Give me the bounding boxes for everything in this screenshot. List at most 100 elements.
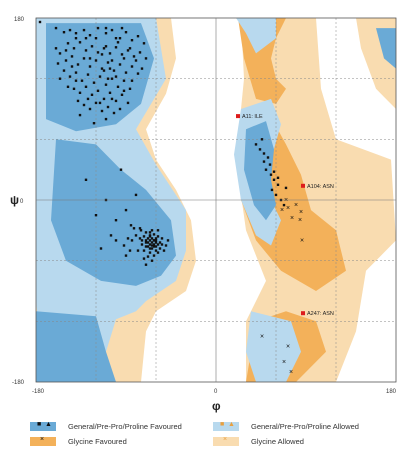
residue-point — [154, 239, 158, 242]
residue-point — [154, 241, 158, 244]
residue-point — [86, 73, 90, 76]
residue-point — [124, 31, 128, 34]
residue-point — [116, 85, 120, 88]
residue-point — [122, 244, 126, 247]
residue-point — [138, 227, 142, 230]
residue-point — [118, 107, 122, 111]
legend-label-general-allowed: General/Pre-Pro/Proline Allowed — [251, 421, 359, 431]
residue-point — [130, 79, 134, 82]
residue-point — [156, 229, 160, 232]
residue-point — [158, 241, 162, 244]
residue-point — [150, 229, 154, 232]
legend-item-glycine-favoured: × Glycine Favoured — [30, 435, 127, 447]
x-axis-label: φ — [212, 399, 221, 413]
residue-point — [68, 28, 72, 32]
residue-point — [76, 63, 80, 66]
residue-point — [104, 83, 108, 86]
residue-point — [154, 237, 158, 240]
glycine-point: × — [300, 237, 304, 244]
residue-point — [134, 234, 138, 237]
residue-point — [108, 67, 112, 70]
residue-point — [64, 59, 68, 62]
residue-point — [68, 75, 72, 78]
residue-point — [144, 245, 148, 248]
glycine-point: × — [260, 334, 264, 341]
legend: ■ ▲ General/Pre-Pro/Proline Favoured ■ ▲ G… — [30, 420, 390, 448]
residue-point — [129, 224, 133, 227]
residue-point — [148, 235, 152, 238]
glycine-point: × — [289, 369, 293, 376]
residue-point — [254, 143, 258, 146]
residue-point — [154, 245, 158, 248]
residue-point — [104, 26, 108, 30]
general-favoured-helix — [51, 139, 176, 286]
residue-point — [144, 263, 148, 266]
residue-point — [268, 163, 272, 166]
residue-point — [144, 231, 148, 234]
residue-point — [100, 109, 104, 113]
general-allowed-bottom-right — [246, 311, 301, 382]
residue-point — [148, 251, 152, 254]
legend-swatch-general-allowed: ■ ▲ — [213, 421, 239, 431]
legend-label-glycine-allowed: Glycine Allowed — [251, 436, 304, 446]
residue-point — [152, 233, 156, 236]
residue-point — [106, 105, 110, 109]
outlier-point — [236, 114, 240, 119]
residue-point — [78, 41, 82, 44]
residue-point — [258, 148, 262, 151]
residue-point — [122, 79, 126, 82]
residue-point — [92, 122, 96, 125]
residue-point — [118, 63, 122, 66]
residue-point — [94, 214, 98, 217]
residue-point — [102, 97, 106, 101]
residue-point — [136, 249, 140, 252]
residue-point — [96, 51, 100, 54]
residue-point — [110, 59, 114, 62]
residue-point — [94, 37, 98, 40]
residue-point — [156, 235, 160, 238]
residue-point — [282, 203, 286, 207]
residue-point — [118, 37, 122, 40]
residue-point — [108, 52, 112, 55]
outlier-label: A247: ASN — [307, 311, 334, 317]
residue-point — [88, 107, 92, 111]
residue-point — [82, 57, 86, 60]
residue-point — [144, 239, 148, 242]
residue-point — [134, 59, 138, 62]
glycine-point: × — [286, 205, 290, 212]
legend-item-glycine-allowed: × Glycine Allowed — [213, 435, 304, 447]
legend-label-general-favoured: General/Pre-Pro/Proline Favoured — [68, 421, 182, 431]
residue-point — [132, 227, 136, 230]
residue-point — [148, 239, 152, 242]
residue-point — [272, 178, 276, 181]
residue-point — [146, 241, 150, 244]
residue-point — [94, 101, 98, 105]
residue-point — [80, 79, 84, 82]
residue-point — [100, 53, 104, 56]
residue-point — [166, 239, 170, 242]
residue-point — [58, 52, 62, 55]
residue-point — [114, 37, 118, 40]
residue-point — [84, 178, 88, 181]
glycine-point: × — [290, 215, 294, 222]
residue-point — [106, 77, 110, 80]
residue-point — [110, 77, 114, 80]
residue-point — [152, 243, 156, 246]
residue-point — [120, 93, 124, 96]
residue-point — [130, 65, 134, 68]
y-axis-label: ψ — [10, 193, 19, 207]
y-tick-label-min: -180 — [12, 380, 25, 386]
outlier-point — [301, 311, 305, 316]
residue-point — [156, 251, 160, 254]
residue-point — [66, 85, 70, 88]
residue-point — [269, 173, 273, 176]
residue-point — [138, 51, 142, 54]
residue-point — [102, 47, 106, 50]
residue-point — [142, 257, 146, 260]
residue-point — [148, 247, 152, 250]
residue-point — [74, 71, 78, 74]
residue-point — [144, 241, 148, 244]
residue-point — [126, 49, 130, 52]
residue-point — [62, 69, 66, 72]
legend-swatch-glycine-allowed: × — [213, 436, 239, 446]
